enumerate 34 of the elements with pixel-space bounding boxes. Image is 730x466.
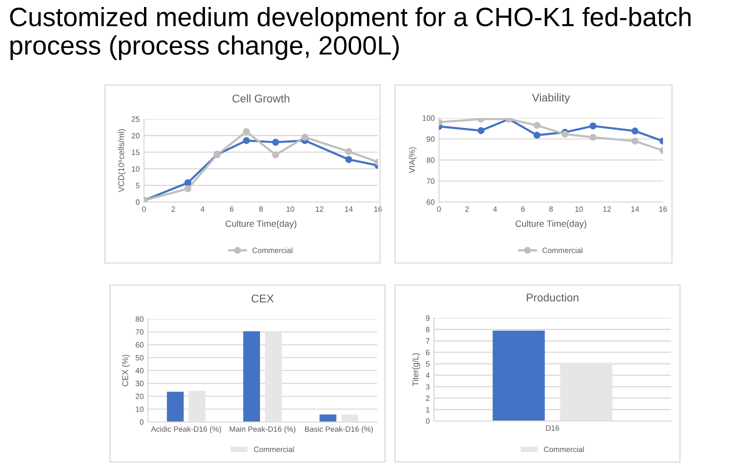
point bbox=[478, 118, 484, 123]
point bbox=[345, 148, 352, 156]
bar bbox=[243, 331, 260, 422]
bar bbox=[264, 332, 282, 422]
point bbox=[301, 134, 308, 141]
point bbox=[478, 127, 484, 134]
point bbox=[272, 151, 280, 158]
y-axis-title: Titer(g/L) bbox=[412, 353, 420, 386]
y-axis-title: VCD(10⁶cells/ml) bbox=[118, 129, 126, 192]
point bbox=[590, 134, 596, 141]
text: Customized medium development for a CHO-K1 fed-batch process (process change, 2000L) bbox=[10, 6, 691, 60]
point bbox=[632, 138, 638, 145]
chart-title: Cell Growth bbox=[232, 94, 290, 102]
y-axis-title: VIA(%) bbox=[408, 147, 417, 174]
bar bbox=[166, 392, 184, 422]
bar bbox=[341, 414, 358, 422]
bar bbox=[188, 390, 206, 422]
point bbox=[345, 156, 352, 163]
x-axis-title: Culture Time(day) bbox=[226, 220, 296, 229]
y-axis-title: CEX (%) bbox=[122, 354, 130, 386]
chart-title: Viability bbox=[532, 93, 570, 104]
chart-title: Production bbox=[526, 293, 578, 302]
point bbox=[242, 137, 250, 144]
point bbox=[632, 128, 638, 134]
x-axis-title: Culture Time(day) bbox=[516, 220, 586, 229]
point bbox=[272, 138, 280, 146]
point bbox=[590, 122, 596, 130]
point bbox=[534, 122, 540, 129]
point bbox=[184, 185, 192, 192]
chart-title: CEX bbox=[252, 294, 274, 302]
point bbox=[534, 132, 540, 139]
point bbox=[242, 128, 250, 136]
point bbox=[184, 179, 192, 186]
bar bbox=[320, 414, 336, 422]
